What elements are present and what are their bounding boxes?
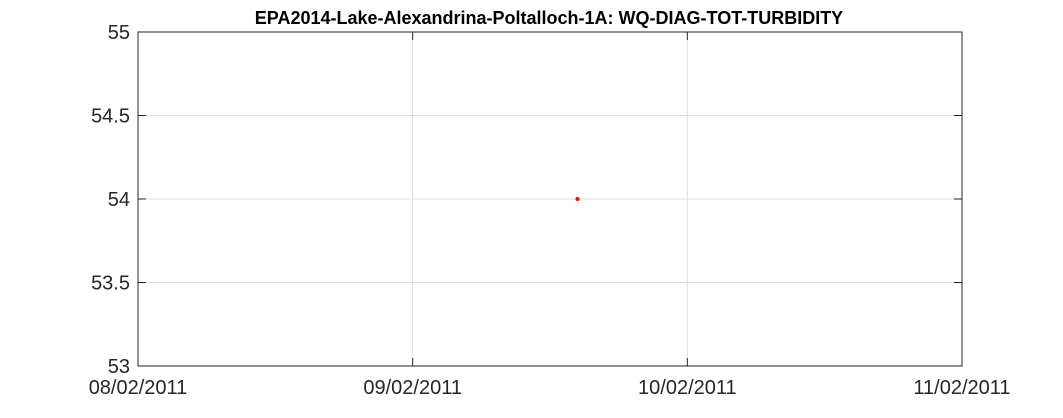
chart-title: EPA2014-Lake-Alexandrina-Poltalloch-1A: …	[255, 8, 843, 28]
x-tick-label: 08/02/2011	[89, 377, 188, 399]
y-axis: 53 53.5 54 54.5 55	[91, 22, 130, 378]
x-axis: 08/02/2011 09/02/2011 10/02/2011 11/02/2011	[89, 377, 1011, 399]
y-tick-label: 54	[108, 189, 130, 211]
data-point	[575, 197, 580, 201]
x-tick-label: 09/02/2011	[363, 377, 462, 399]
x-tick-label: 11/02/2011	[913, 377, 1010, 399]
y-tick-label: 54.5	[91, 106, 130, 128]
x-tick-label: 10/02/2011	[638, 377, 737, 399]
y-tick-label: 53.5	[91, 273, 130, 295]
y-tick-label: 55	[108, 22, 130, 44]
y-tick-label: 53	[108, 356, 130, 378]
data-points	[575, 197, 580, 201]
axis-tick-marks	[137, 31, 963, 367]
